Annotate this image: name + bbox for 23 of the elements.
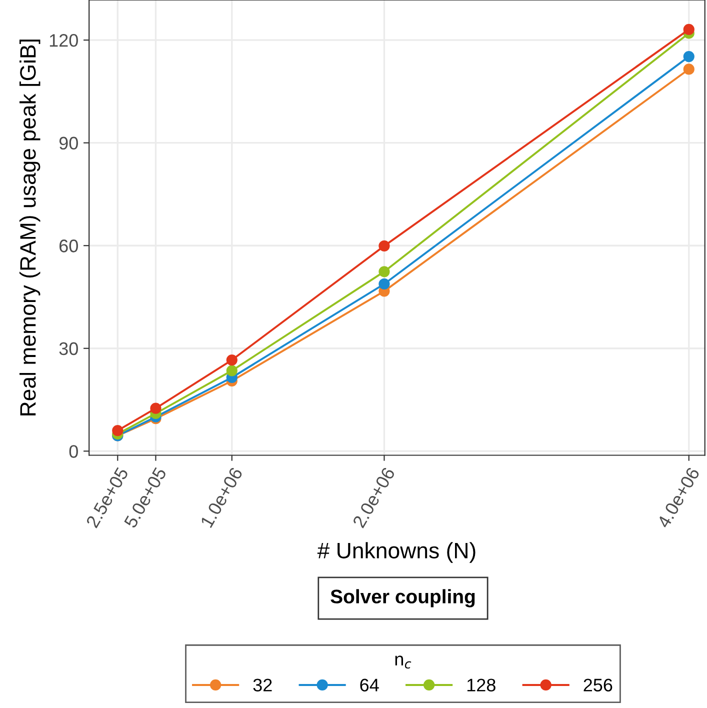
legend-label: 128 — [467, 678, 496, 692]
text: Solver coupling — [330, 589, 475, 608]
point — [226, 354, 238, 366]
y-tick-label: 120 — [50, 34, 78, 47]
x-axis-title: # Unknowns (N) — [317, 542, 476, 563]
legend-label: 256 — [584, 678, 612, 692]
legend-label: 32 — [253, 678, 272, 692]
legend-label: 64 — [360, 678, 379, 692]
point — [378, 266, 390, 278]
point — [378, 278, 390, 290]
point — [112, 425, 124, 436]
point — [683, 50, 694, 62]
y-axis-title: Real memory (RAM) usage peak [GiB] — [19, 40, 40, 416]
point — [683, 64, 694, 75]
point — [226, 365, 238, 376]
y-tick-label: 60 — [60, 240, 78, 252]
y-tick-label: 90 — [59, 136, 78, 150]
legend-title: n$_{c}$ — [395, 656, 412, 669]
y-tick-label: 0 — [69, 445, 78, 458]
point — [378, 240, 390, 252]
point — [150, 402, 162, 414]
point — [683, 24, 694, 36]
y-tick-label: 30 — [59, 342, 78, 356]
